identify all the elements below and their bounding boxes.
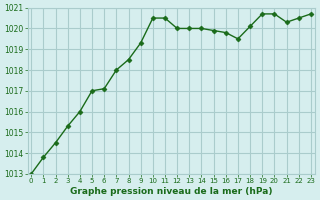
X-axis label: Graphe pression niveau de la mer (hPa): Graphe pression niveau de la mer (hPa) <box>70 187 272 196</box>
